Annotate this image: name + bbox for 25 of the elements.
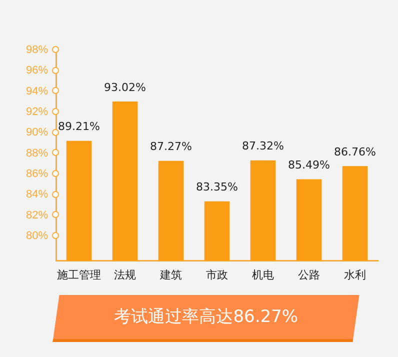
- y-tick-label: 98%: [26, 44, 48, 56]
- data-label: 87.27%: [150, 140, 192, 154]
- x-tick-label: 施工管理: [57, 268, 102, 282]
- y-tick-label: 90%: [26, 126, 48, 139]
- x-tick-label: 建筑: [159, 268, 182, 282]
- data-label: 83.35%: [196, 180, 238, 194]
- x-tick-label: 机电: [252, 268, 274, 282]
- y-tick-label: 92%: [26, 106, 48, 118]
- x-tick-label: 法规: [114, 268, 136, 282]
- data-label: 93.02%: [104, 80, 146, 94]
- y-tick-label: 84%: [26, 188, 48, 201]
- y-tick-label: 96%: [26, 64, 48, 77]
- text: 考试通过率高达86.27%: [114, 306, 298, 329]
- x-tick-label: 水利: [344, 268, 366, 282]
- y-tick-label: 88%: [26, 147, 48, 160]
- y-tick-label: 94%: [26, 85, 48, 98]
- x-tick-label: 市政: [206, 268, 228, 282]
- data-label: 87.32%: [242, 140, 284, 153]
- x-tick-label: 公路: [298, 269, 320, 282]
- data-label: 85.49%: [288, 158, 330, 172]
- y-tick-label: 82%: [26, 209, 48, 222]
- data-label: 86.76%: [334, 146, 376, 159]
- y-tick-label: 86%: [26, 168, 48, 180]
- y-tick-label: 80%: [26, 230, 48, 242]
- data-label: 89.21%: [58, 120, 100, 134]
